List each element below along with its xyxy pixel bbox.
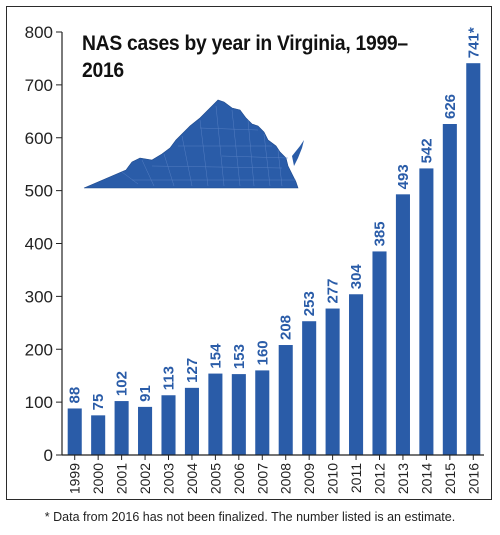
x-tick-label-2003: 2003	[161, 463, 177, 494]
bar-label-2011: 304	[348, 264, 365, 290]
y-axis: 0 100 200 300 400 500 600 700 800	[25, 23, 63, 465]
x-tick-label-2008: 2008	[278, 463, 294, 494]
chart-frame	[6, 6, 492, 500]
bar-label-2012: 385	[372, 221, 389, 246]
bar-2013	[395, 194, 410, 456]
y-tick-label: 800	[25, 23, 53, 42]
x-tick-label-2013: 2013	[395, 463, 411, 494]
x-tick-label-2006: 2006	[231, 463, 247, 494]
x-tick-label-2007: 2007	[254, 463, 270, 494]
x-tick-label-2005: 2005	[207, 463, 223, 494]
eastern-shore	[292, 140, 304, 166]
bars	[67, 63, 481, 456]
bar-2015	[442, 124, 457, 455]
chart-title: NAS cases by year in Virginia, 1999–2016	[82, 32, 408, 82]
bar-2006	[231, 374, 246, 455]
bar-2009	[302, 321, 317, 455]
x-tick-label-2011: 2011	[348, 463, 364, 493]
x-tick-label-2001: 2001	[114, 463, 130, 494]
bar-labels: 88 75 102 91 113 127 154 153 160 208 253 277 304 385 4…	[67, 27, 483, 410]
bar-2014	[419, 168, 434, 456]
virginia-shape	[83, 99, 299, 189]
y-tick-label: 200	[25, 340, 53, 359]
bar-label-2014: 542	[418, 138, 435, 163]
bar-2016	[466, 63, 481, 455]
bar-label-2006: 153	[231, 344, 248, 369]
y-tick-label: 600	[25, 129, 53, 148]
x-tick-label-2014: 2014	[418, 463, 434, 494]
bar-label-2000: 75	[90, 394, 107, 411]
bar-label-2013: 493	[395, 164, 412, 189]
bar-label-2004: 127	[184, 358, 201, 383]
x-tick-label-2016: 2016	[465, 463, 481, 494]
bar-2003	[161, 395, 176, 455]
x-axis: 1999 2000 2001 2002 2003 2004 2005 2006 2007 2008…	[62, 454, 484, 494]
bar-label-2005: 154	[207, 343, 224, 369]
footnote: * Data from 2016 has not been finalized.…	[44, 510, 456, 524]
x-tick-label-2015: 2015	[442, 463, 458, 494]
bar-2011	[349, 294, 364, 455]
x-tick-label-2004: 2004	[184, 463, 200, 494]
bar-2000	[91, 415, 106, 455]
bar-label-2002: 91	[137, 385, 154, 402]
y-tick-label: 300	[25, 287, 53, 306]
y-tick-label: 700	[25, 76, 53, 95]
y-tick-label: 400	[25, 235, 53, 254]
x-tick-label-2002: 2002	[137, 463, 153, 494]
x-tick-label-2009: 2009	[301, 463, 317, 494]
x-tick-label-2010: 2010	[325, 463, 341, 494]
x-tick-label-1999: 1999	[67, 463, 83, 494]
bar-2002	[138, 406, 153, 455]
bar-label-2009: 253	[301, 291, 318, 316]
bar-label-2007: 160	[254, 340, 271, 365]
x-tick-label-2012: 2012	[372, 463, 388, 494]
bar-2007	[255, 370, 270, 455]
bar-2005	[208, 373, 223, 455]
bar-label-2015: 626	[442, 94, 459, 119]
y-tick-label: 0	[44, 446, 53, 465]
bar-2008	[278, 345, 293, 455]
bar-label-1999: 88	[67, 387, 84, 404]
county-lines	[121, 105, 296, 187]
bar-label-2001: 102	[114, 371, 131, 396]
x-tick-label-2000: 2000	[90, 463, 106, 494]
bar-label-2003: 113	[161, 366, 178, 390]
y-tick-label: 500	[25, 182, 53, 201]
bar-2012	[372, 251, 387, 455]
y-tick-label: 100	[25, 393, 53, 412]
bar-2004	[184, 387, 199, 455]
bar-2010	[325, 308, 340, 455]
bar-1999	[67, 408, 82, 455]
virginia-map	[83, 99, 304, 189]
bar-label-2016: 741*	[465, 27, 482, 58]
bar-2001	[114, 401, 129, 455]
bar-label-2008: 208	[278, 315, 295, 340]
bar-label-2010: 277	[325, 279, 342, 304]
